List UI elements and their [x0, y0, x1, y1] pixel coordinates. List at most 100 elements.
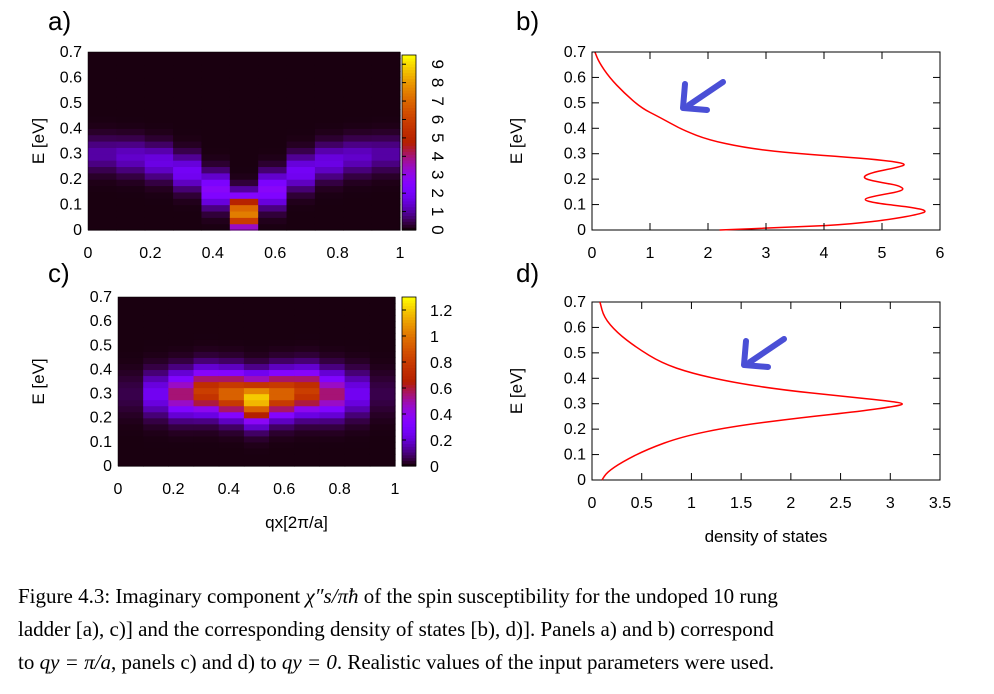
heatmap-cell — [344, 453, 371, 461]
heatmap-cell — [369, 357, 396, 364]
heatmap-cell — [371, 166, 401, 174]
heatmap-cell — [201, 191, 231, 199]
heatmap-cell — [343, 160, 373, 168]
y-tick-label: 0.5 — [564, 345, 586, 362]
heatmap-cell — [116, 191, 146, 199]
x-tick-label: 1 — [391, 481, 400, 498]
heatmap-cell — [258, 223, 288, 231]
heatmap-cell — [144, 121, 174, 129]
heatmap-cell — [343, 52, 373, 59]
x-tick-label: 2.5 — [829, 495, 851, 512]
heatmap-cell — [286, 217, 316, 225]
heatmap-cell — [243, 393, 270, 401]
colorbar-segment — [402, 426, 416, 430]
heatmap-cell — [168, 423, 195, 431]
heatmap-cell — [143, 411, 169, 419]
heatmap-cell — [144, 109, 174, 117]
heatmap-cell — [269, 387, 295, 395]
heatmap-cell — [344, 369, 371, 377]
heatmap-cell — [168, 321, 195, 328]
heatmap-cell — [269, 405, 295, 413]
heatmap-cell — [173, 198, 203, 206]
heatmap-cell — [229, 134, 259, 142]
heatmap-cell — [168, 453, 195, 461]
heatmap-cell — [168, 375, 195, 383]
colorbar-segment — [402, 177, 416, 182]
colorbar-segment — [402, 81, 416, 85]
heatmap-cell — [229, 128, 259, 136]
heatmap-cell — [319, 327, 346, 334]
heatmap-cell — [116, 58, 146, 66]
heatmap-cell — [88, 102, 117, 110]
heatmap-cell — [319, 375, 346, 383]
colorbar-segment — [402, 313, 416, 318]
y-tick-label: 0.3 — [564, 146, 586, 163]
heatmap-cell — [294, 327, 321, 334]
colorbar-segment — [402, 116, 416, 120]
heatmap-cell — [229, 52, 259, 59]
heatmap-cell — [269, 315, 295, 322]
heatmap-cell — [88, 128, 117, 136]
heatmap-cell — [88, 198, 117, 206]
heatmap-cell — [258, 185, 288, 193]
heatmap-cell — [229, 121, 259, 129]
heatmap-cell — [201, 109, 231, 117]
heatmap-cell — [258, 217, 288, 225]
heatmap-cell — [319, 303, 346, 310]
caption-line-1: Figure 4.3: Imaginary component χ″s/πħ o… — [18, 584, 778, 608]
heatmap-cell — [144, 141, 174, 148]
colorbar-tick-label: 7 — [428, 96, 447, 105]
heatmap-cell — [286, 198, 316, 206]
heatmap-cell — [218, 393, 245, 401]
colorbar-segment — [402, 316, 416, 321]
heatmap-cell — [344, 375, 371, 383]
colorbar-segment — [402, 305, 416, 309]
heatmap-cell — [143, 297, 169, 304]
heatmap-cell — [371, 77, 401, 85]
y-tick-label: 0.6 — [90, 313, 112, 330]
colorbar-segment — [402, 84, 416, 88]
heatmap-cell — [143, 459, 169, 467]
heatmap-cell — [243, 357, 270, 364]
heatmap-cell — [343, 96, 373, 104]
heatmap-cell — [319, 321, 346, 328]
heatmap-cell — [218, 453, 245, 461]
heatmap-cell — [369, 399, 396, 407]
heatmap-cell — [144, 128, 174, 136]
heatmap-cell — [369, 363, 396, 371]
colorbar-tick-label: 6 — [428, 115, 447, 124]
heatmap-cell — [201, 121, 231, 129]
heatmap-cell — [88, 141, 117, 148]
heatmap-cell — [118, 447, 144, 455]
heatmap-cell — [344, 363, 371, 371]
heatmap-cell — [88, 191, 117, 199]
heatmap-cell — [143, 423, 169, 431]
heatmap-cell — [371, 198, 401, 206]
y-tick-label: 0.6 — [564, 69, 586, 86]
heatmap-cell — [269, 351, 295, 358]
heatmap-cell — [173, 147, 203, 155]
colorbar-segment — [402, 387, 416, 391]
heatmap-cell — [371, 217, 401, 225]
heatmap-cell — [218, 309, 245, 316]
y-tick-label: 0 — [577, 222, 586, 239]
heatmap-cell — [168, 393, 195, 401]
heatmap-cell — [319, 429, 346, 437]
heatmap-cell — [118, 405, 144, 413]
heatmap-cell — [144, 153, 174, 161]
heatmap-cell — [118, 327, 144, 334]
heatmap-cell — [118, 375, 144, 383]
heatmap-cell — [88, 179, 117, 187]
heatmap-cell — [116, 185, 146, 193]
heatmap-cell — [143, 345, 169, 352]
heatmap-cell — [116, 134, 146, 142]
heatmap-cell — [144, 147, 174, 155]
colorbar-segment — [402, 209, 416, 214]
x-tick-label: 3 — [762, 245, 771, 262]
heatmap-cell — [369, 309, 396, 316]
heatmap-cell — [369, 459, 396, 467]
heatmap-cell — [229, 210, 259, 218]
heatmap-cell — [218, 303, 245, 310]
heatmap-cell — [344, 447, 371, 455]
x-axis-label: density of states — [705, 527, 828, 546]
